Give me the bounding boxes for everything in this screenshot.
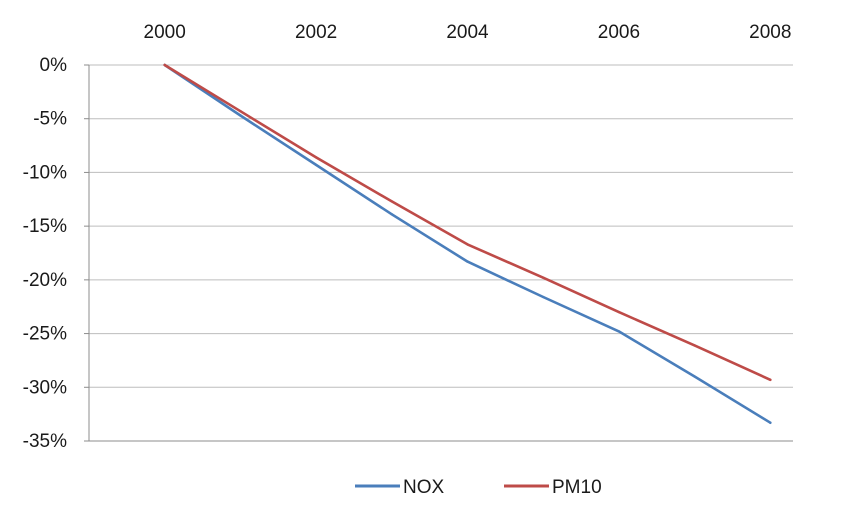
data-point-pm10 xyxy=(769,378,772,381)
x-tick-label: 2000 xyxy=(144,22,186,43)
data-point-pm10 xyxy=(390,200,393,203)
data-point-nox xyxy=(693,375,696,378)
axes xyxy=(84,64,793,442)
x-axis-tick-labels: 2000 2002 2004 2006 2008 xyxy=(144,22,792,43)
legend: NOX PM10 xyxy=(355,477,602,498)
data-point-nox xyxy=(390,213,393,216)
legend-label-pm10: PM10 xyxy=(552,477,602,498)
data-point-nox xyxy=(314,163,318,167)
y-axis-tick-labels: 0% -5% -10% -15% -20% -25% -30% -35% xyxy=(23,55,67,452)
y-tick-label: -35% xyxy=(23,431,67,452)
legend-label-nox: NOX xyxy=(403,477,445,498)
data-point-nox xyxy=(769,421,772,424)
data-point-pm10 xyxy=(239,109,242,113)
x-tick-label: 2006 xyxy=(598,22,640,43)
data-point-pm10 xyxy=(617,310,621,314)
y-tick-label: -30% xyxy=(23,377,67,398)
y-tick-label: -20% xyxy=(23,270,67,291)
gridlines xyxy=(89,64,793,388)
data-point-pm10 xyxy=(541,276,545,279)
y-tick-label: -10% xyxy=(23,162,67,183)
x-tick-label: 2004 xyxy=(446,22,489,43)
x-tick-label: 2008 xyxy=(749,22,791,43)
data-point-pm10 xyxy=(163,63,166,67)
y-tick-label: -25% xyxy=(23,324,67,345)
x-tick-label: 2002 xyxy=(295,22,337,43)
data-point-pm10 xyxy=(466,243,469,246)
y-tick-label: 0% xyxy=(40,55,68,76)
data-point-pm10 xyxy=(693,344,696,347)
data-point-nox xyxy=(466,260,469,263)
data-point-nox xyxy=(541,295,545,299)
y-tick-label: -15% xyxy=(23,216,67,237)
data-point-pm10 xyxy=(314,156,318,159)
y-tick-label: -5% xyxy=(33,109,67,130)
data-point-nox xyxy=(239,114,242,117)
series-lines xyxy=(163,63,772,425)
data-point-nox xyxy=(617,330,621,333)
